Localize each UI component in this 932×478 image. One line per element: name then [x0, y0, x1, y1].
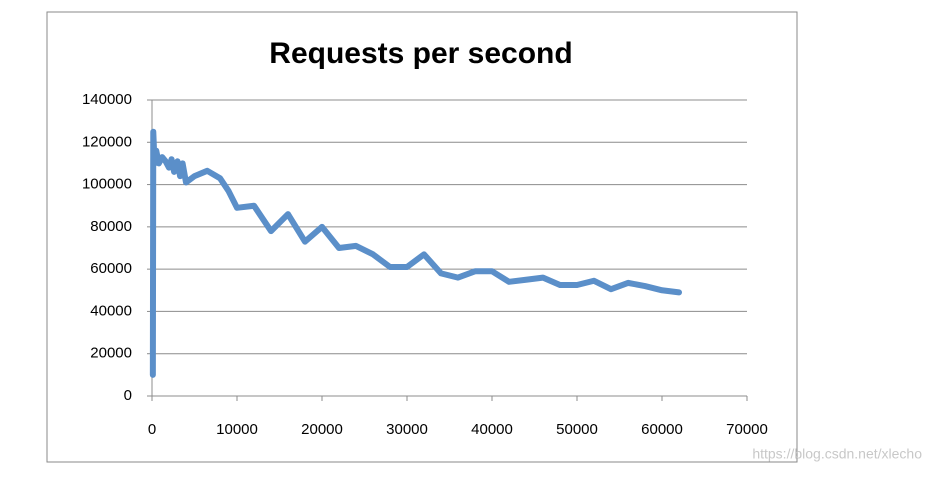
y-tick-label: 140000: [82, 91, 132, 108]
y-tick-label: 40000: [90, 302, 132, 319]
y-tick-label: 60000: [90, 260, 132, 277]
y-tick-label: 120000: [82, 133, 132, 150]
x-tick-label: 60000: [641, 421, 683, 438]
x-tick-label: 50000: [556, 421, 598, 438]
x-tick-label: 0: [148, 421, 156, 438]
x-tick-label: 30000: [386, 421, 428, 438]
x-tick-label: 70000: [726, 421, 768, 438]
chart-title: Requests per second: [269, 37, 572, 70]
x-tick-label: 40000: [471, 421, 513, 438]
y-tick-label: 20000: [90, 345, 132, 362]
data-line: [149, 128, 682, 378]
watermark: https://blog.csdn.net/xlecho: [752, 446, 922, 462]
y-tick-label: 80000: [90, 218, 132, 235]
x-tick-label: 20000: [301, 421, 343, 438]
y-tick-label: 100000: [82, 176, 132, 193]
x-tick-label: 10000: [216, 421, 258, 438]
chart-frame: [46, 11, 798, 463]
y-tick-label: 0: [124, 387, 132, 404]
